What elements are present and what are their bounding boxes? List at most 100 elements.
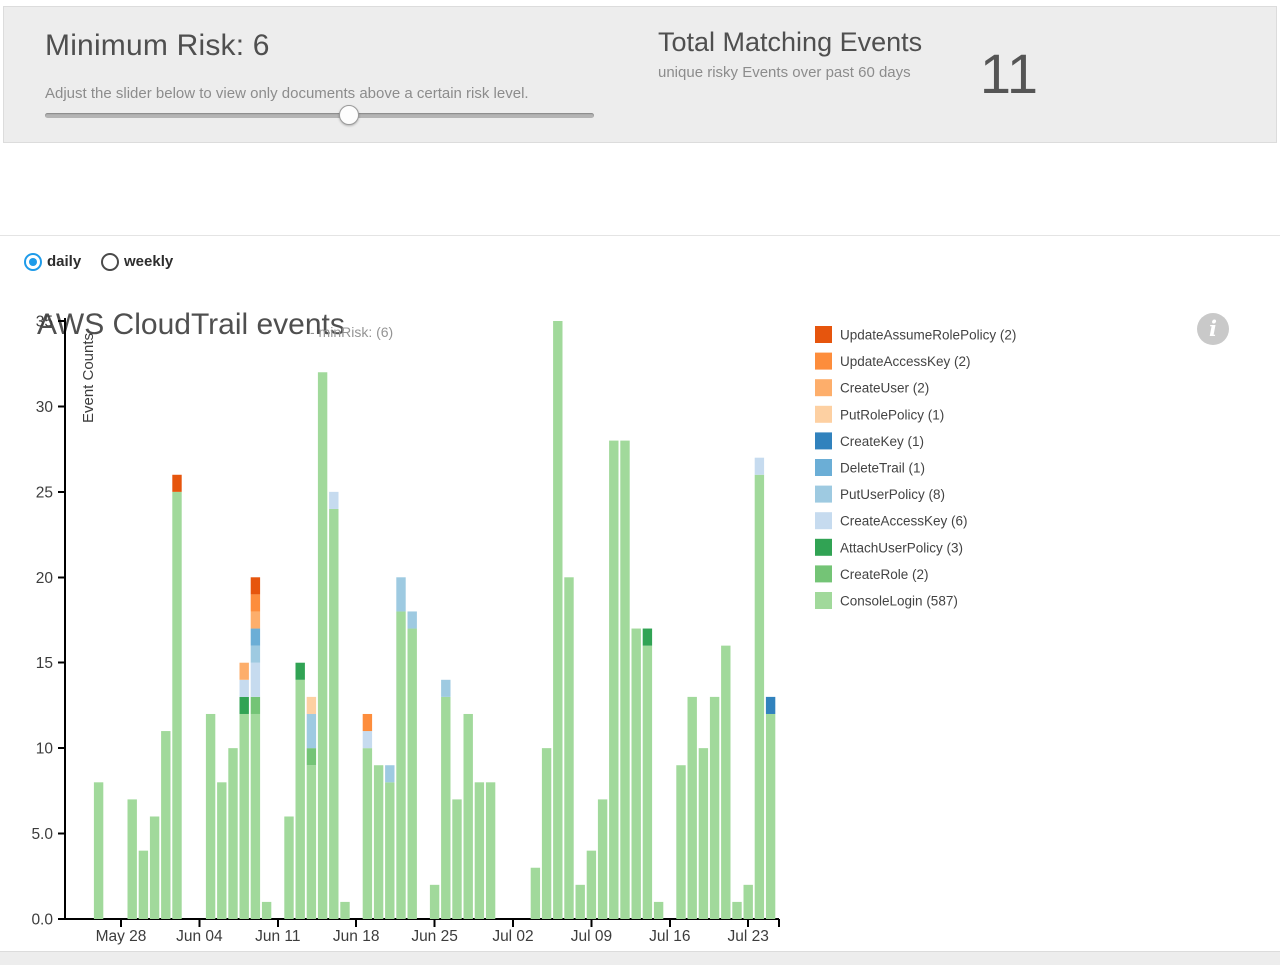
bar-segment[interactable] [385,782,395,919]
bar-segment[interactable] [541,748,552,919]
bar-segment[interactable] [597,799,608,919]
bar-segment[interactable] [250,713,261,919]
bar-segment[interactable] [721,645,731,919]
bar-segment[interactable] [228,748,238,919]
legend-item-label[interactable]: PutRolePolicy (1) [840,407,944,422]
bar-segment[interactable] [250,662,261,697]
bar-segment[interactable] [127,799,137,919]
bar-segment[interactable] [250,696,261,714]
bar-segment[interactable] [575,884,585,919]
legend-item-label[interactable]: CreateAccessKey (6) [840,514,968,529]
bar-segment[interactable] [172,474,182,492]
bar-segment[interactable] [631,628,641,919]
bar-segment[interactable] [340,901,350,919]
bar-segment[interactable] [474,782,485,919]
bar-segment[interactable] [172,491,182,919]
bar-segment[interactable] [620,440,630,919]
legend-item-label[interactable]: DeleteTrail (1) [840,461,925,476]
bar-segment[interactable] [138,850,149,919]
legend-swatch[interactable] [815,538,832,556]
bar-segment[interactable] [586,850,597,919]
bar-segment[interactable] [553,321,563,919]
legend-swatch[interactable] [815,592,832,609]
bar-segment[interactable] [396,577,406,612]
bar-segment[interactable] [441,679,451,697]
bar-segment[interactable] [217,782,227,919]
bar-segment[interactable] [407,611,417,629]
bar-segment[interactable] [385,765,395,783]
bar-segment[interactable] [205,713,216,919]
bar-segment[interactable] [362,748,373,919]
legend-swatch[interactable] [815,432,832,450]
bar-segment[interactable] [284,816,294,919]
bar-segment[interactable] [452,799,462,919]
radio-daily[interactable] [24,253,42,271]
bar-segment[interactable] [362,731,373,749]
bar-segment[interactable] [732,901,742,919]
legend-item-label[interactable]: UpdateAssumeRolePolicy (2) [840,328,1016,343]
bar-segment[interactable] [250,628,261,646]
bar-segment[interactable] [295,662,305,680]
info-icon[interactable]: i [1197,313,1229,345]
bar-segment[interactable] [306,713,317,749]
bar-segment[interactable] [373,765,384,919]
bar-segment[interactable] [149,816,160,919]
bar-segment[interactable] [407,628,417,919]
legend-swatch[interactable] [815,565,832,583]
bar-segment[interactable] [765,713,776,919]
bar-segment[interactable] [239,713,249,919]
legend-item-label[interactable]: CreateRole (2) [840,567,929,582]
bar-segment[interactable] [743,884,753,919]
bar-segment[interactable] [295,679,305,919]
legend-swatch[interactable] [815,512,832,530]
risk-slider-thumb[interactable] [339,105,360,125]
bar-segment[interactable] [396,611,406,919]
legend-swatch[interactable] [815,352,832,370]
bar-segment[interactable] [306,696,317,714]
bar-segment[interactable] [329,508,339,919]
bar-segment[interactable] [317,372,328,919]
legend-swatch[interactable] [815,485,832,503]
legend-swatch[interactable] [815,459,832,476]
bar-segment[interactable] [239,662,249,680]
bar-segment[interactable] [754,474,765,919]
bar-segment[interactable] [362,713,373,732]
bar-segment[interactable] [250,577,261,595]
radio-weekly[interactable] [101,253,119,271]
bar-segment[interactable] [765,696,776,714]
bar-segment[interactable] [676,765,686,919]
bar-segment[interactable] [250,611,261,629]
bar-segment[interactable] [429,884,440,919]
bar-segment[interactable] [441,696,451,919]
bar-segment[interactable] [642,628,653,646]
legend-item-label[interactable]: AttachUserPolicy (3) [840,540,963,555]
bar-segment[interactable] [687,696,697,919]
legend-item-label[interactable]: UpdateAccessKey (2) [840,354,971,369]
legend-swatch[interactable] [815,326,832,343]
bar-segment[interactable] [250,645,261,663]
bar-segment[interactable] [93,782,104,919]
bar-segment[interactable] [239,679,249,697]
bar-segment[interactable] [754,457,765,475]
legend-item-label[interactable]: PutUserPolicy (8) [840,487,945,502]
bar-segment[interactable] [463,713,473,919]
legend-item-label[interactable]: ConsoleLogin (587) [840,594,958,609]
bar-segment[interactable] [698,748,709,919]
legend-item-label[interactable]: CreateUser (2) [840,381,929,396]
bar-segment[interactable] [306,765,317,919]
legend-swatch[interactable] [815,379,832,397]
bar-segment[interactable] [250,594,261,612]
bar-segment[interactable] [306,748,317,766]
bar-segment[interactable] [609,440,619,919]
radio-daily-label[interactable]: daily [47,253,82,270]
bar-segment[interactable] [161,731,171,919]
bar-segment[interactable] [239,696,249,714]
bar-segment[interactable] [329,491,339,509]
bar-segment[interactable] [485,782,496,919]
legend-item-label[interactable]: CreateKey (1) [840,434,924,449]
bar-segment[interactable] [653,901,664,919]
bar-segment[interactable] [564,577,574,919]
bar-segment[interactable] [261,901,272,919]
radio-weekly-label[interactable]: weekly [124,253,174,270]
legend-swatch[interactable] [815,405,832,423]
